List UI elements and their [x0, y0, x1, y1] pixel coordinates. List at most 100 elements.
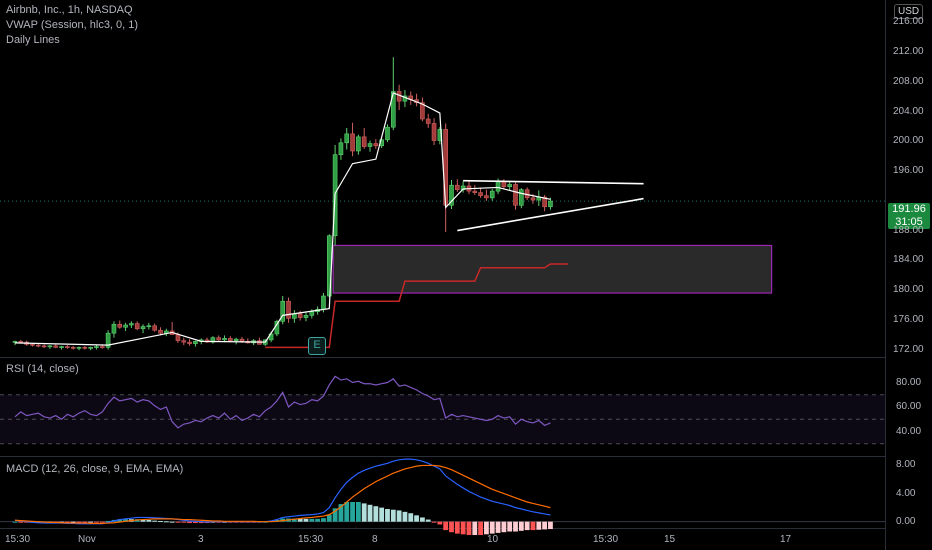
bar-countdown: 31:05 [895, 216, 923, 228]
macd-histogram-bar [297, 518, 303, 522]
price-tick-label: 196.00 [893, 165, 924, 177]
candle-body [70, 347, 76, 349]
rsi-tick-label: 60.00 [896, 401, 922, 412]
rsi-legend[interactable]: RSI (14, close) [6, 363, 79, 375]
price-tick-label: 200.00 [893, 135, 924, 147]
macd-histogram-bar [338, 504, 344, 522]
candle-body [111, 323, 117, 334]
candle-body [513, 184, 518, 206]
macd-histogram-bar [548, 521, 553, 530]
candle-body [134, 323, 140, 330]
last-price-tag: 191.96 31:05 [888, 203, 930, 229]
macd-histogram-bar [420, 517, 425, 522]
candle-body [321, 295, 326, 310]
macd-histogram-bar [449, 521, 454, 533]
macd-histogram-bar [530, 521, 536, 531]
macd-histogram-bar [82, 521, 88, 523]
symbol-title[interactable]: Airbnb, Inc., 1h, NASDAQ [6, 4, 133, 16]
macd-histogram-bar [88, 521, 94, 523]
price-tick-label: 216.00 [893, 16, 924, 28]
macd-histogram-bar [390, 509, 396, 522]
last-price-value: 191.96 [892, 203, 926, 215]
macd-legend[interactable]: MACD (12, 26, close, 9, EMA, EMA) [6, 463, 184, 475]
candle-body [30, 344, 35, 346]
triangle-upper-line [463, 179, 644, 185]
candle-body [280, 300, 286, 322]
candle-body [478, 192, 483, 196]
macd-histogram-bar [396, 510, 402, 522]
macd-histogram-bar [158, 520, 163, 522]
macd-histogram-bar [431, 521, 437, 523]
vwap-legend[interactable]: VWAP (Session, hlc3, 0, 1) [6, 19, 139, 31]
candle-body [216, 337, 221, 341]
triangle-lower-line [457, 197, 644, 232]
candle-body [228, 338, 233, 341]
price-tick-label: 180.00 [893, 284, 924, 296]
macd-histogram-bar [489, 521, 495, 534]
earnings-badge[interactable]: E [308, 337, 326, 355]
candle-body [59, 346, 64, 348]
macd-histogram-bar [350, 501, 355, 522]
candle-body [292, 313, 297, 319]
macd-histogram-bar [373, 506, 379, 522]
macd-histogram-bar [501, 521, 507, 533]
macd-tick-label: 4.00 [896, 487, 916, 499]
candle-body [530, 197, 536, 201]
macd-histogram-bar [344, 501, 350, 522]
candle-body [472, 190, 478, 193]
candle-body [449, 184, 454, 206]
candle-body [548, 200, 553, 208]
price-tick-label: 212.00 [893, 46, 924, 58]
candle-body [123, 324, 128, 328]
macd-histogram-bar [76, 521, 82, 523]
macd-histogram-bar [466, 521, 472, 536]
candle-body [344, 133, 350, 144]
macd-histogram-bar [379, 507, 385, 522]
rsi-tick-label: 40.00 [896, 425, 922, 437]
macd-histogram-bar [99, 521, 105, 523]
macd-histogram-bar [524, 521, 530, 531]
candle-body [105, 332, 111, 348]
macd-histogram-bar [70, 521, 76, 523]
candle-body [100, 346, 105, 348]
candle-body [53, 345, 59, 348]
price-tick-label: 176.00 [893, 313, 924, 325]
macd-histogram-bar [542, 521, 548, 530]
macd-histogram-bar [94, 521, 99, 523]
candle-body [303, 315, 309, 318]
time-tick-label: Nov [78, 534, 96, 545]
currency-badge[interactable]: USD [894, 4, 924, 19]
time-tick-label: 15:30 [593, 534, 619, 545]
candle-body [158, 329, 163, 334]
candle-body [239, 338, 245, 342]
macd-tick-label: 0.00 [896, 515, 916, 527]
candle-body [489, 190, 495, 199]
macd-histogram-bar [507, 521, 513, 532]
candle-body [286, 300, 291, 319]
candle-body [309, 311, 315, 316]
daily-lines-legend[interactable]: Daily Lines [6, 34, 60, 46]
macd-signal-line [14, 464, 551, 525]
candle-body [484, 195, 489, 199]
macd-histogram-bar [198, 521, 204, 524]
candle-body [361, 136, 367, 147]
candle-body [390, 91, 396, 128]
candle-body [507, 184, 513, 187]
macd-histogram-bar [193, 521, 198, 524]
candle-body [12, 341, 18, 343]
macd-histogram-bar [140, 519, 146, 522]
rsi-tick-label: 80.00 [896, 376, 922, 388]
macd-histogram-bar [332, 508, 338, 522]
candle-body [82, 347, 88, 349]
candle-body [431, 123, 437, 141]
candle-body [338, 142, 344, 156]
time-tick-label: 17 [780, 534, 792, 545]
macd-histogram-bar [478, 521, 483, 536]
candle-body [356, 136, 361, 152]
candle-body [187, 341, 192, 344]
macd-histogram-bar [181, 521, 187, 523]
macd-histogram-bar [117, 519, 123, 522]
candle-body [181, 340, 187, 343]
candle-body [76, 347, 82, 349]
